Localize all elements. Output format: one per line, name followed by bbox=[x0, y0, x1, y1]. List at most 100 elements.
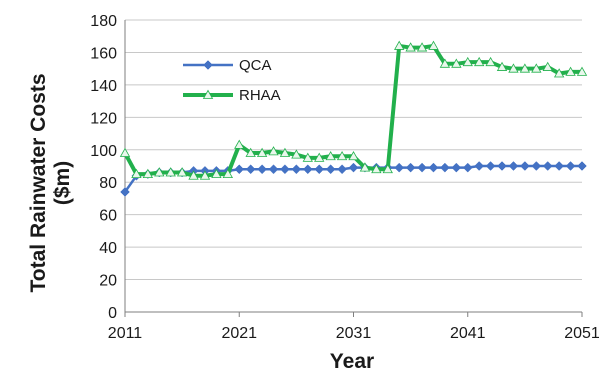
data-point bbox=[553, 68, 565, 78]
data-point bbox=[462, 162, 473, 173]
data-point bbox=[257, 164, 267, 175]
data-point bbox=[519, 63, 531, 73]
data-point bbox=[291, 164, 302, 175]
x-tick-label: 2021 bbox=[221, 325, 257, 342]
data-point bbox=[508, 161, 519, 171]
series-rhaa bbox=[119, 40, 588, 180]
data-point bbox=[245, 164, 256, 175]
data-point bbox=[203, 60, 213, 70]
data-point bbox=[131, 168, 142, 179]
y-axis-title-line2: ($m) bbox=[51, 161, 74, 205]
data-point bbox=[394, 40, 405, 50]
data-point bbox=[496, 61, 508, 71]
data-point bbox=[211, 168, 222, 179]
data-point bbox=[302, 152, 313, 162]
data-point bbox=[154, 167, 165, 177]
x-tick-label: 2051 bbox=[564, 325, 600, 342]
data-point bbox=[268, 146, 279, 156]
data-point bbox=[440, 162, 450, 173]
data-point bbox=[371, 163, 382, 174]
data-point bbox=[405, 162, 416, 173]
series-layer bbox=[119, 40, 588, 197]
data-point bbox=[417, 162, 427, 173]
data-point bbox=[202, 89, 214, 99]
data-point bbox=[451, 162, 462, 173]
data-point bbox=[382, 163, 393, 174]
data-point bbox=[348, 150, 359, 161]
y-tick-label: 160 bbox=[90, 45, 117, 62]
data-point bbox=[325, 164, 336, 175]
data-point bbox=[188, 170, 199, 180]
data-point bbox=[416, 42, 428, 52]
data-point bbox=[279, 147, 291, 157]
data-point bbox=[520, 161, 530, 171]
axes bbox=[124, 20, 583, 317]
data-point bbox=[348, 162, 359, 173]
data-point bbox=[359, 162, 371, 172]
data-point bbox=[542, 161, 553, 171]
data-point bbox=[176, 167, 188, 177]
data-point bbox=[405, 42, 416, 52]
data-point bbox=[576, 66, 588, 76]
y-tick-label: 0 bbox=[108, 305, 117, 322]
legend-label: RHAA bbox=[239, 87, 281, 104]
data-point bbox=[222, 168, 234, 179]
data-point bbox=[336, 150, 348, 161]
data-point bbox=[428, 162, 439, 173]
data-point bbox=[120, 187, 130, 197]
data-point bbox=[394, 162, 405, 173]
grid-lines bbox=[125, 19, 582, 281]
data-point bbox=[473, 56, 485, 67]
data-point bbox=[531, 63, 542, 73]
data-point bbox=[474, 161, 485, 171]
y-axis-title-line1: Total Rainwater Costs bbox=[27, 74, 50, 293]
data-point bbox=[234, 164, 245, 175]
data-point bbox=[314, 152, 325, 162]
data-point bbox=[280, 164, 290, 175]
data-point bbox=[565, 66, 576, 76]
x-axis-title: Year bbox=[330, 350, 374, 373]
y-tick-label: 80 bbox=[99, 175, 117, 192]
data-point bbox=[451, 58, 462, 68]
data-point bbox=[199, 170, 211, 180]
data-point bbox=[256, 147, 268, 157]
data-point bbox=[508, 63, 519, 73]
data-point bbox=[119, 147, 131, 157]
data-point bbox=[268, 164, 279, 175]
legend-item-qca: QCA bbox=[183, 57, 272, 74]
data-point bbox=[142, 168, 154, 179]
data-point bbox=[577, 161, 587, 171]
x-tick-label: 2041 bbox=[450, 325, 486, 342]
data-point bbox=[542, 61, 553, 71]
y-tick-label: 140 bbox=[90, 78, 117, 95]
x-tick-labels: 2011 2021 2031 2041 2051 bbox=[108, 325, 600, 342]
y-tick-label: 60 bbox=[99, 208, 117, 225]
data-point bbox=[485, 56, 496, 67]
data-point bbox=[462, 56, 473, 67]
data-point bbox=[485, 161, 496, 171]
data-point bbox=[531, 161, 542, 171]
y-tick-label: 40 bbox=[99, 240, 117, 257]
data-point bbox=[337, 164, 347, 175]
y-tick-label: 100 bbox=[90, 143, 117, 160]
data-point bbox=[497, 161, 507, 171]
data-point bbox=[234, 139, 245, 149]
legend: QCA RHAA bbox=[183, 57, 281, 104]
x-tick-label: 2031 bbox=[336, 325, 372, 342]
data-point bbox=[302, 164, 313, 175]
y-tick-label: 120 bbox=[90, 110, 117, 127]
data-point bbox=[325, 150, 336, 161]
y-tick-label: 180 bbox=[90, 13, 117, 30]
data-point bbox=[565, 161, 576, 171]
data-point bbox=[554, 161, 565, 171]
legend-item-rhaa: RHAA bbox=[183, 87, 281, 104]
data-point bbox=[439, 58, 451, 68]
data-point bbox=[314, 164, 325, 175]
data-point bbox=[291, 149, 302, 159]
data-point bbox=[428, 40, 439, 50]
data-point bbox=[245, 147, 256, 157]
y-tick-labels: 0 20 40 60 80 100 120 140 160 180 bbox=[90, 13, 117, 322]
legend-label: QCA bbox=[239, 57, 272, 74]
data-point bbox=[165, 167, 176, 177]
